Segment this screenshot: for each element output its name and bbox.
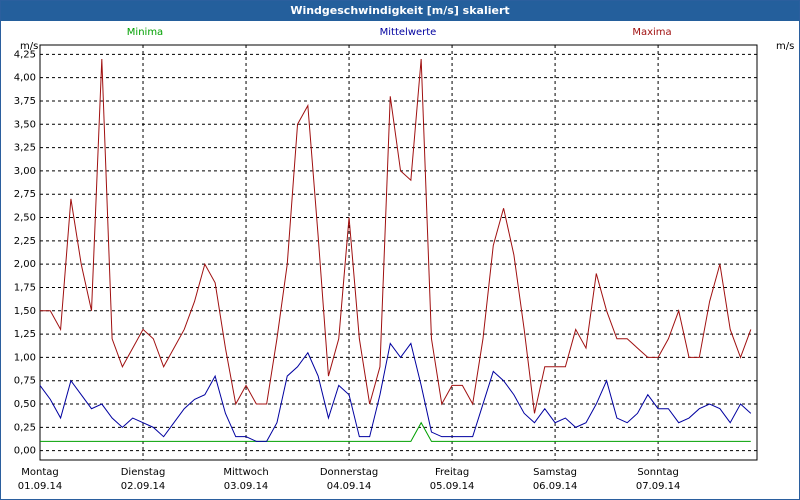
y-tick-label: 1,25 <box>14 329 36 340</box>
y-tick-label: 0,50 <box>14 399 36 410</box>
y-tick-label: 0,00 <box>14 446 36 457</box>
x-tick-label: Donnerstag 04.09.14 <box>319 467 379 492</box>
y-tick-label: 2,25 <box>14 236 36 247</box>
x-tick-label: Mittwoch 03.09.14 <box>223 467 269 492</box>
legend-entry: Minima <box>127 27 163 38</box>
legend-entry: Mittelwerte <box>380 27 437 38</box>
legend-entry: Maxima <box>632 27 671 38</box>
y-tick-label: 2,75 <box>14 189 36 200</box>
y-tick-label: 3,50 <box>14 119 36 130</box>
y-tick-label: 4,00 <box>14 73 36 84</box>
x-tick-label: Samstag 06.09.14 <box>532 467 578 492</box>
y-tick-label: 0,25 <box>14 422 36 433</box>
series-line <box>40 421 751 442</box>
x-tick-label: Montag 01.09.14 <box>17 467 63 492</box>
x-tick-label: Dienstag 02.09.14 <box>120 467 166 492</box>
y-unit-label: m/s <box>20 41 38 52</box>
y-tick-label: 4,25 <box>14 49 36 60</box>
title-bar: Windgeschwindigkeit [m/s] skaliert <box>1 1 799 21</box>
y-tick-label: 3,00 <box>14 166 36 177</box>
y-tick-label: 3,25 <box>14 143 36 154</box>
y-tick-label: 0,75 <box>14 376 36 387</box>
series-line <box>39 342 752 442</box>
series-line <box>40 58 752 414</box>
y-unit-label-right: m/s <box>776 41 794 52</box>
x-tick-label: Sonntag 07.09.14 <box>635 467 681 492</box>
y-tick-label: 1,50 <box>14 306 36 317</box>
plot-frame <box>39 44 758 461</box>
y-tick-label: 1,00 <box>14 352 36 363</box>
x-tick-label: Freitag 05.09.14 <box>429 467 475 492</box>
y-tick-label: 1,75 <box>14 282 36 293</box>
y-tick-label: 3,75 <box>14 96 36 107</box>
y-tick-label: 2,00 <box>14 259 36 270</box>
y-tick-label: 2,50 <box>14 213 36 224</box>
